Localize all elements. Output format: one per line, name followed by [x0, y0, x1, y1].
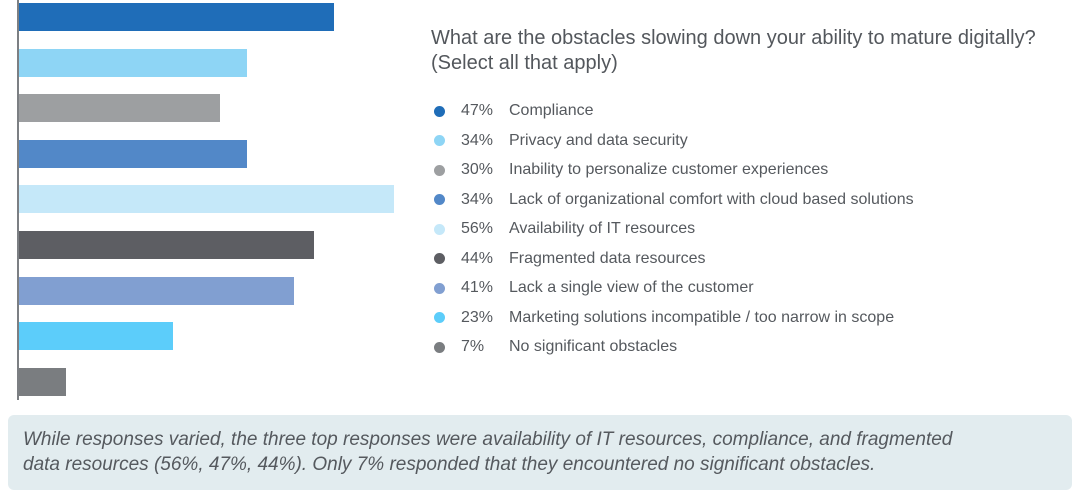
bar-9	[19, 367, 66, 396]
legend-item: 23% Marketing solutions incompatible / to…	[430, 303, 1070, 333]
legend-dot-icon	[434, 312, 445, 323]
legend-value: 30%	[461, 161, 494, 178]
legend-dot-icon	[434, 105, 445, 117]
legend-label: Lack of organizational comfort with clou…	[509, 190, 914, 208]
chart-legend: 47% Compliance 34% Privacy and data securit…	[430, 96, 1070, 362]
bar-3	[19, 94, 220, 123]
legend-value: 34%	[461, 190, 494, 208]
summary-line-2: data resources (56%, 47%, 44%). Only 7% …	[23, 454, 876, 475]
legend-value: 44%	[461, 249, 494, 267]
legend-label: No significant obstacles	[509, 338, 678, 355]
chart-axis-line	[17, 0, 19, 400]
legend-label: Lack a single view of the customer	[509, 279, 754, 296]
bar-1	[19, 3, 334, 31]
legend-item: 47% Compliance	[430, 96, 1070, 126]
legend-item: 34% Privacy and data security	[430, 126, 1070, 156]
bar-5	[19, 185, 394, 214]
summary-line-1: While responses varied, the three top re…	[23, 429, 953, 450]
chart-title: What are the obstacles slowing down your…	[431, 27, 1036, 74]
summary-text: While responses varied, the three top re…	[23, 427, 1063, 477]
legend-dot-icon	[434, 282, 445, 294]
legend-label: Inability to personalize customer experi…	[509, 161, 829, 178]
legend-value: 23%	[461, 308, 494, 326]
legend-label: Availability of IT resources	[509, 220, 696, 237]
legend-value: 41%	[461, 279, 494, 296]
bar-8	[19, 322, 174, 351]
bar-2	[19, 48, 247, 77]
bar-7	[19, 276, 294, 305]
summary-callout: While responses varied, the three top re…	[8, 415, 1072, 490]
bar-6	[19, 231, 314, 259]
legend-value: 56%	[461, 220, 494, 237]
legend-label: Compliance	[509, 102, 594, 119]
legend-dot-icon	[434, 135, 445, 146]
legend-label: Marketing solutions incompatible / too n…	[509, 308, 895, 326]
legend-dot-icon	[434, 253, 445, 264]
legend-dot-icon	[434, 223, 445, 235]
legend-item: 44% Fragmented data resources	[430, 244, 1070, 274]
legend-item: 7% No significant obstacles	[430, 332, 1070, 362]
legend-value: 47%	[461, 102, 494, 119]
legend-item: 41% Lack a single view of the customer	[430, 273, 1070, 303]
legend-item: 34% Lack of organizational comfort with c…	[430, 185, 1070, 215]
legend-dot-icon	[434, 194, 445, 205]
legend-value: 34%	[461, 131, 494, 149]
bar-4	[19, 139, 247, 168]
legend-value: 7%	[461, 338, 485, 355]
legend-label: Privacy and data security	[509, 131, 688, 149]
legend-item: 30% Inability to personalize customer exp…	[430, 155, 1070, 185]
legend-dot-icon	[434, 164, 445, 176]
legend-label: Fragmented data resources	[509, 249, 706, 267]
bar-chart	[0, 0, 420, 400]
legend-item: 56% Availability of IT resources	[430, 214, 1070, 244]
legend-dot-icon	[434, 341, 445, 353]
